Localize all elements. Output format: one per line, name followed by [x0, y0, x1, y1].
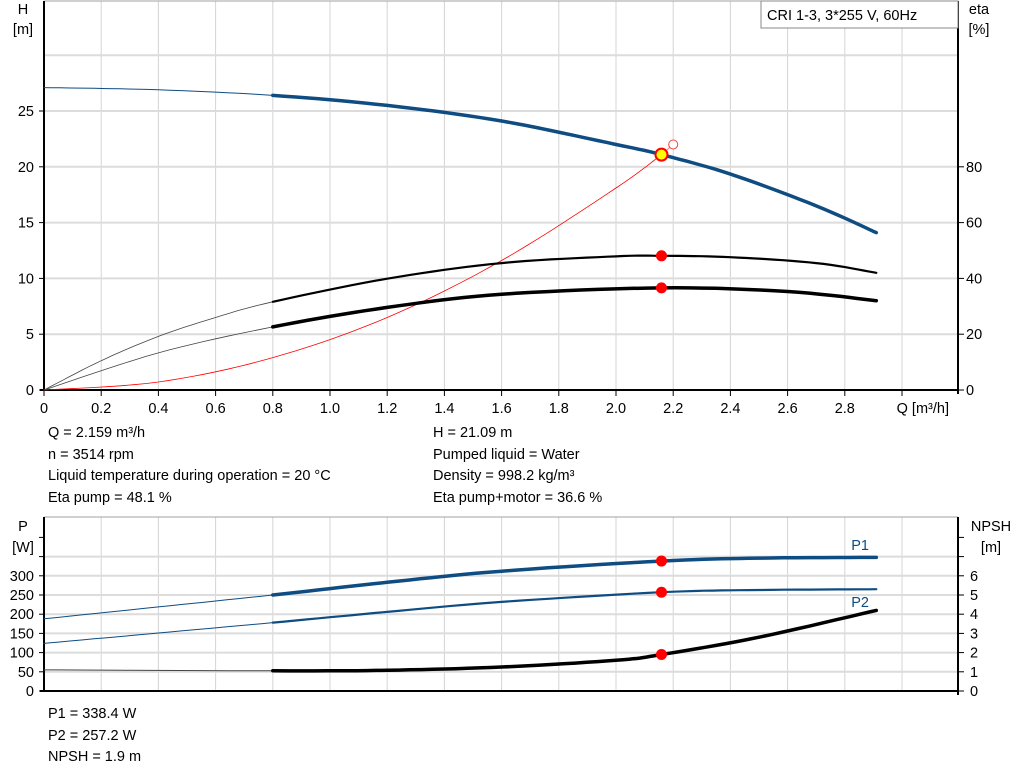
npsh-tick-label: 2: [970, 646, 978, 662]
q-tick-label: 2.8: [835, 401, 855, 417]
h-axis-label: H: [18, 2, 28, 18]
eta-tick-label: 40: [966, 271, 982, 287]
info-eta-pump: Eta pump = 48.1 %: [48, 489, 172, 506]
p1-duty-marker: [655, 555, 667, 567]
q-tick-label: 0.8: [263, 401, 283, 417]
p-axis-label: P: [18, 519, 28, 535]
h-tick-label: 0: [26, 383, 34, 399]
p-tick-label: 0: [26, 684, 34, 700]
p1-curve-thin: [43, 594, 274, 620]
info-p1: P1 = 338.4 W: [48, 706, 137, 722]
npsh-axis-unit: [m]: [981, 540, 1001, 556]
legend-title: CRI 1-3, 3*255 V, 60Hz: [767, 8, 917, 24]
npsh-tick-label: 3: [970, 626, 978, 642]
q-tick-label: 2.6: [778, 401, 798, 417]
eta-pump-curve: [271, 254, 878, 303]
eta-tick-label: 20: [966, 327, 982, 343]
head-curve: [271, 93, 879, 235]
eta-pump-duty-marker: [655, 250, 667, 262]
eta-tick-label: 60: [966, 216, 982, 232]
q-tick-label: 1.0: [320, 401, 340, 417]
q-axis-label: Q [m³/h]: [897, 401, 949, 417]
eta-pump-curve-thin: [43, 301, 274, 391]
legend-box: [760, 0, 959, 29]
p-tick-label: 50: [18, 665, 34, 681]
npsh-tick-label: 0: [970, 684, 978, 700]
npsh-tick-label: 5: [970, 588, 978, 604]
npsh-tick-label: 6: [970, 569, 978, 585]
npsh-duty-marker: [655, 649, 667, 661]
power-info: P1 = 338.4 W P2 = 257.2 W NPSH = 1.9 m: [48, 704, 141, 769]
info-p2: P2 = 257.2 W: [48, 727, 137, 744]
p-tick-label: 150: [10, 626, 34, 642]
eta-pump-motor-curve-thin: [43, 326, 274, 391]
q-tick-label: 0: [40, 401, 48, 417]
info-liquid: Pumped liquid = Water: [433, 446, 580, 463]
system-curve: [43, 154, 662, 391]
npsh-tick-label: 4: [970, 607, 978, 623]
info-npsh: NPSH = 1.9 m: [48, 749, 142, 765]
info-density: Density = 998.2 kg/m³: [433, 468, 575, 484]
p-tick-label: 200: [10, 607, 34, 623]
q-tick-label: 1.2: [377, 401, 397, 417]
p-tick-label: 250: [10, 588, 34, 604]
h-tick-label: 10: [18, 271, 34, 287]
head-curve-thin: [43, 87, 274, 96]
h-tick-label: 25: [18, 104, 34, 120]
eta-axis-label: eta: [969, 2, 990, 18]
h-tick-label: 5: [26, 327, 34, 343]
eta-tick-label: 80: [966, 160, 982, 176]
q-tick-label: 2.2: [663, 401, 683, 417]
duty-info-left: Q = 2.159 m³/h n = 3514 rpm Liquid tempe…: [48, 423, 331, 509]
p-tick-label: 100: [10, 646, 34, 662]
duty-info-right: H = 21.09 m Pumped liquid = Water Densit…: [433, 423, 602, 509]
p2-curve-thin: [43, 622, 274, 644]
p1-label: P1: [851, 538, 869, 554]
npsh-curve-thin: [43, 669, 274, 672]
eta-pump-motor-curve: [271, 286, 879, 329]
q-tick-label: 0.2: [91, 401, 111, 417]
info-speed: n = 3514 rpm: [48, 446, 134, 463]
info-flow: Q = 2.159 m³/h: [48, 425, 146, 441]
p2-curve: [271, 588, 878, 624]
h-axis-unit: [m]: [13, 22, 33, 38]
info-eta-pump-motor: Eta pump+motor = 36.6 %: [433, 489, 603, 506]
duty-point-marker: [654, 147, 669, 162]
eta-pump-motor-duty-marker: [655, 282, 667, 294]
q-tick-label: 0.4: [148, 401, 168, 417]
info-head: H = 21.09 m: [433, 425, 513, 441]
npsh-tick-label: 1: [970, 665, 978, 681]
q-tick-label: 0.6: [206, 401, 226, 417]
h-tick-label: 20: [18, 160, 34, 176]
q-tick-label: 2.0: [606, 401, 626, 417]
npsh-curve: [271, 608, 879, 673]
p-tick-label: 300: [10, 569, 34, 585]
eta-tick-label: 0: [966, 383, 974, 399]
eta-axis-unit: [%]: [969, 22, 990, 38]
p-axis-unit: [W]: [12, 540, 34, 556]
p2-duty-marker: [655, 586, 667, 598]
p1-curve: [271, 555, 879, 597]
p2-label: P2: [851, 595, 869, 611]
requested-point-marker: [668, 139, 679, 150]
q-tick-label: 1.6: [492, 401, 512, 417]
q-tick-label: 1.8: [549, 401, 569, 417]
info-temperature: Liquid temperature during operation = 20…: [48, 468, 331, 484]
npsh-axis-label: NPSH: [971, 519, 1011, 535]
q-tick-label: 2.4: [720, 401, 740, 417]
h-tick-label: 15: [18, 216, 34, 232]
q-tick-label: 1.4: [434, 401, 454, 417]
